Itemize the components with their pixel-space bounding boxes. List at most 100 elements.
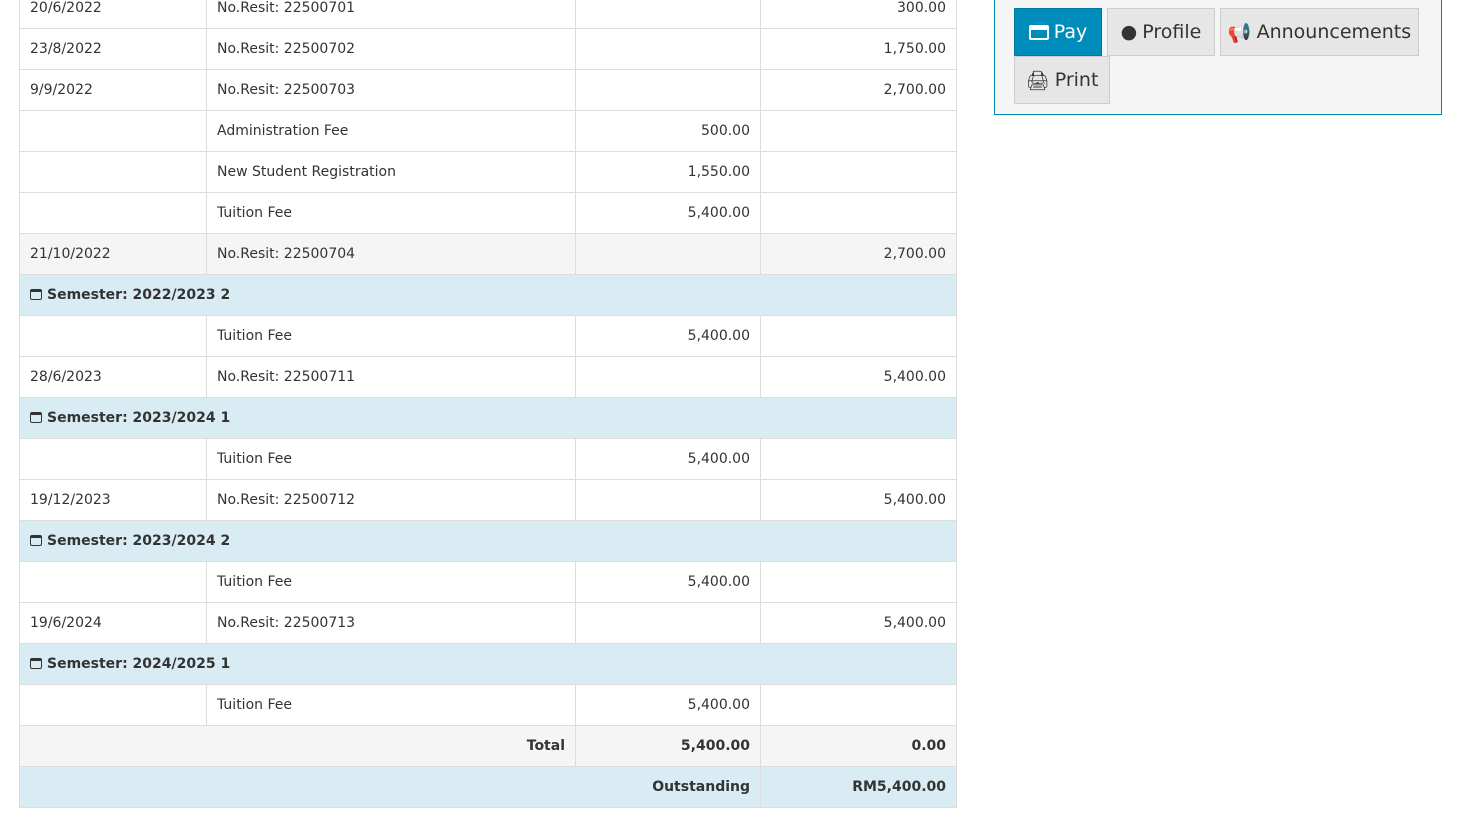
total-debit: 5,400.00 bbox=[575, 725, 761, 767]
date-cell: 23/8/2022 bbox=[19, 28, 207, 70]
table-row: 9/9/2022 No.Resit: 22500703 2,700.00 bbox=[19, 69, 957, 111]
date-cell: 21/10/2022 bbox=[19, 233, 207, 275]
debit-cell bbox=[575, 69, 761, 111]
credit-cell: 5,400.00 bbox=[760, 479, 957, 521]
user-icon: ● bbox=[1120, 21, 1138, 43]
actions-panel: Pay ● Profile 📢 Announcements 🖨 Print bbox=[994, 0, 1442, 115]
debit-cell bbox=[575, 479, 761, 521]
debit-cell: 5,400.00 bbox=[575, 315, 761, 357]
credit-cell: 2,700.00 bbox=[760, 69, 957, 111]
print-label: Print bbox=[1054, 69, 1099, 91]
semester-label: Semester: 2022/2023 2 bbox=[47, 287, 231, 303]
outstanding-row: Outstanding RM5,400.00 bbox=[19, 766, 957, 808]
table-row: 20/6/2022 No.Resit: 22500701 300.00 bbox=[19, 0, 957, 29]
date-cell bbox=[19, 151, 207, 193]
semester-row: Semester: 2023/2024 1 bbox=[19, 397, 957, 439]
semester-cell: Semester: 2024/2025 1 bbox=[19, 643, 957, 685]
debit-cell bbox=[575, 602, 761, 644]
table-row: 23/8/2022 No.Resit: 22500702 1,750.00 bbox=[19, 28, 957, 70]
table-row: 19/12/2023 No.Resit: 22500712 5,400.00 bbox=[19, 479, 957, 521]
credit-cell: 5,400.00 bbox=[760, 602, 957, 644]
semester-label: Semester: 2024/2025 1 bbox=[47, 656, 231, 672]
debit-cell: 5,400.00 bbox=[575, 684, 761, 726]
credit-cell: 1,750.00 bbox=[760, 28, 957, 70]
announcements-label: Announcements bbox=[1256, 21, 1412, 43]
credit-cell bbox=[760, 438, 957, 480]
credit-cell bbox=[760, 315, 957, 357]
semester-label: Semester: 2023/2024 1 bbox=[47, 410, 231, 426]
table-row: 28/6/2023 No.Resit: 22500711 5,400.00 bbox=[19, 356, 957, 398]
profile-label: Profile bbox=[1142, 21, 1202, 43]
debit-cell: 5,400.00 bbox=[575, 561, 761, 603]
profile-button[interactable]: ● Profile bbox=[1107, 8, 1215, 56]
description-cell: Tuition Fee bbox=[206, 192, 576, 234]
semester-cell: Semester: 2023/2024 1 bbox=[19, 397, 957, 439]
credit-cell bbox=[760, 561, 957, 603]
date-cell: 9/9/2022 bbox=[19, 69, 207, 111]
table-row: 19/6/2024 No.Resit: 22500713 5,400.00 bbox=[19, 602, 957, 644]
table-row: Tuition Fee 5,400.00 bbox=[19, 192, 957, 234]
announcements-button[interactable]: 📢 Announcements bbox=[1220, 8, 1419, 56]
date-cell bbox=[19, 684, 207, 726]
date-cell bbox=[19, 110, 207, 152]
credit-cell bbox=[760, 110, 957, 152]
pay-button[interactable]: Pay bbox=[1014, 8, 1102, 56]
total-label: Total bbox=[19, 725, 576, 767]
calendar-icon bbox=[30, 289, 42, 300]
statement-table: 20/6/2022 No.Resit: 22500701 300.00 23/8… bbox=[19, 0, 957, 808]
description-cell: Tuition Fee bbox=[206, 684, 576, 726]
outstanding-label: Outstanding bbox=[19, 766, 761, 808]
credit-cell bbox=[760, 192, 957, 234]
semester-cell: Semester: 2022/2023 2 bbox=[19, 274, 957, 316]
date-cell bbox=[19, 438, 207, 480]
semester-row: Semester: 2023/2024 2 bbox=[19, 520, 957, 562]
table-row: Tuition Fee 5,400.00 bbox=[19, 561, 957, 603]
calendar-icon bbox=[30, 535, 42, 546]
description-cell: No.Resit: 22500702 bbox=[206, 28, 576, 70]
description-cell: New Student Registration bbox=[206, 151, 576, 193]
bullhorn-icon: 📢 bbox=[1227, 21, 1252, 44]
table-row: New Student Registration 1,550.00 bbox=[19, 151, 957, 193]
description-cell: No.Resit: 22500712 bbox=[206, 479, 576, 521]
semester-row: Semester: 2024/2025 1 bbox=[19, 643, 957, 685]
description-cell: Tuition Fee bbox=[206, 315, 576, 357]
debit-cell bbox=[575, 28, 761, 70]
credit-cell bbox=[760, 684, 957, 726]
description-cell: No.Resit: 22500713 bbox=[206, 602, 576, 644]
description-cell: Administration Fee bbox=[206, 110, 576, 152]
description-cell: No.Resit: 22500704 bbox=[206, 233, 576, 275]
date-cell: 20/6/2022 bbox=[19, 0, 207, 29]
table-row: 21/10/2022 No.Resit: 22500704 2,700.00 bbox=[19, 233, 957, 275]
description-cell: Tuition Fee bbox=[206, 438, 576, 480]
debit-cell: 1,550.00 bbox=[575, 151, 761, 193]
date-cell: 19/12/2023 bbox=[19, 479, 207, 521]
credit-cell: 5,400.00 bbox=[760, 356, 957, 398]
credit-cell: 300.00 bbox=[760, 0, 957, 29]
credit-card-icon bbox=[1028, 24, 1049, 40]
outstanding-value: RM5,400.00 bbox=[760, 766, 957, 808]
debit-cell bbox=[575, 233, 761, 275]
table-row: Tuition Fee 5,400.00 bbox=[19, 684, 957, 726]
calendar-icon bbox=[30, 658, 42, 669]
table-row: Administration Fee 500.00 bbox=[19, 110, 957, 152]
date-cell: 19/6/2024 bbox=[19, 602, 207, 644]
debit-cell: 5,400.00 bbox=[575, 192, 761, 234]
table-row: Tuition Fee 5,400.00 bbox=[19, 315, 957, 357]
debit-cell: 5,400.00 bbox=[575, 438, 761, 480]
debit-cell bbox=[575, 0, 761, 29]
description-cell: Tuition Fee bbox=[206, 561, 576, 603]
print-button[interactable]: 🖨 Print bbox=[1014, 56, 1110, 104]
description-cell: No.Resit: 22500703 bbox=[206, 69, 576, 111]
debit-cell: 500.00 bbox=[575, 110, 761, 152]
credit-cell bbox=[760, 151, 957, 193]
description-cell: No.Resit: 22500701 bbox=[206, 0, 576, 29]
credit-cell: 2,700.00 bbox=[760, 233, 957, 275]
date-cell bbox=[19, 192, 207, 234]
total-credit: 0.00 bbox=[760, 725, 957, 767]
date-cell bbox=[19, 561, 207, 603]
date-cell: 28/6/2023 bbox=[19, 356, 207, 398]
date-cell bbox=[19, 315, 207, 357]
debit-cell bbox=[575, 356, 761, 398]
description-cell: No.Resit: 22500711 bbox=[206, 356, 576, 398]
calendar-icon bbox=[30, 412, 42, 423]
